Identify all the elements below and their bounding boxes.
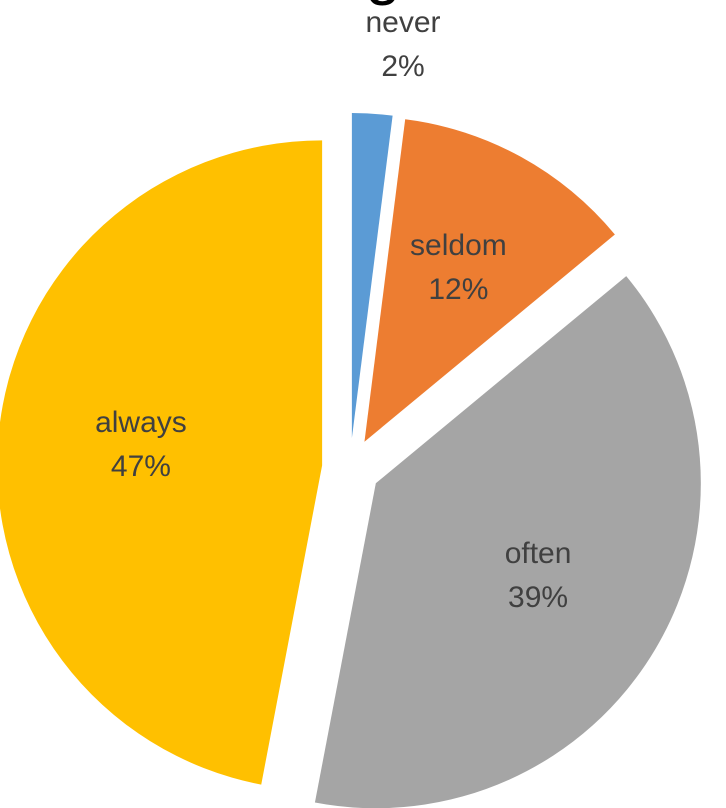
slice-value-label: 39% xyxy=(508,581,568,614)
slice-category-label: seldom xyxy=(410,229,507,262)
slice-value-label: 47% xyxy=(111,450,171,483)
pie-slice-often xyxy=(314,276,701,808)
slice-value-label: 12% xyxy=(428,273,488,306)
chart-title-fragment: g xyxy=(365,0,401,6)
slice-category-label: never xyxy=(365,6,440,39)
pie-slice-seldom xyxy=(364,119,615,442)
slice-value-label: 2% xyxy=(381,50,424,83)
pie-slice-always xyxy=(0,140,323,785)
slice-category-label: often xyxy=(505,537,572,570)
pie-slice-never xyxy=(351,113,393,439)
slice-category-label: always xyxy=(95,406,187,439)
